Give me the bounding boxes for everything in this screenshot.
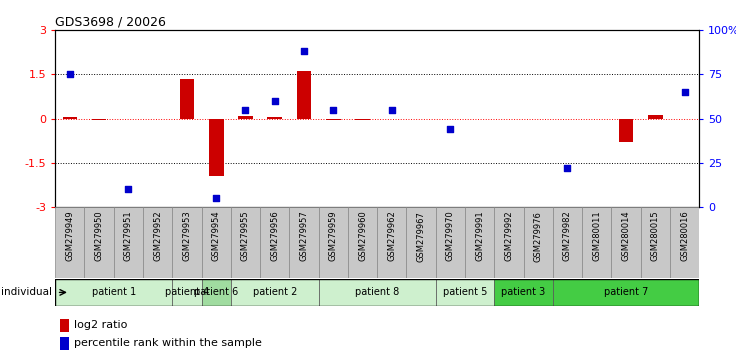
Point	[122, 187, 134, 192]
Bar	[406, 207, 436, 278]
Point	[445, 126, 456, 132]
Text: GSM279982: GSM279982	[563, 211, 572, 261]
Bar	[436, 207, 465, 278]
Point	[679, 89, 690, 95]
Text: percentile rank within the sample: percentile rank within the sample	[74, 338, 261, 348]
Bar	[202, 279, 231, 306]
Bar	[436, 279, 495, 306]
Bar	[172, 279, 202, 306]
Point	[298, 48, 310, 54]
Bar	[209, 119, 224, 176]
Bar	[143, 207, 172, 278]
Text: patient 8: patient 8	[355, 287, 400, 297]
Bar	[495, 279, 553, 306]
Text: GSM279956: GSM279956	[270, 211, 279, 261]
Bar	[348, 207, 377, 278]
Bar	[355, 119, 370, 120]
Text: GSM279992: GSM279992	[504, 211, 514, 261]
Point	[269, 98, 280, 104]
Bar	[63, 117, 77, 119]
Bar	[55, 279, 172, 306]
Bar	[202, 207, 231, 278]
Bar	[92, 119, 107, 120]
Bar	[553, 279, 699, 306]
Bar	[648, 115, 662, 119]
Point	[386, 107, 397, 113]
Bar	[619, 119, 634, 142]
Text: GSM279950: GSM279950	[95, 211, 104, 261]
Text: GSM280011: GSM280011	[592, 211, 601, 261]
Bar	[297, 71, 311, 119]
Text: GSM280016: GSM280016	[680, 211, 689, 261]
Bar	[553, 207, 582, 278]
Bar	[377, 207, 406, 278]
Bar	[670, 207, 699, 278]
Text: log2 ratio: log2 ratio	[74, 320, 127, 330]
Text: GSM279953: GSM279953	[183, 211, 191, 261]
Text: patient 4: patient 4	[165, 287, 209, 297]
Bar	[231, 207, 260, 278]
Bar	[55, 207, 85, 278]
Bar	[326, 119, 341, 120]
Point	[562, 165, 573, 171]
Bar	[523, 207, 553, 278]
Text: GDS3698 / 20026: GDS3698 / 20026	[55, 16, 166, 29]
Bar	[238, 116, 252, 119]
Text: GSM279957: GSM279957	[300, 211, 308, 261]
Text: patient 1: patient 1	[91, 287, 136, 297]
Text: GSM279949: GSM279949	[66, 211, 74, 261]
Bar	[465, 207, 495, 278]
Bar	[60, 319, 69, 332]
Text: patient 6: patient 6	[194, 287, 238, 297]
Bar	[231, 279, 319, 306]
Bar	[582, 207, 612, 278]
Text: GSM279970: GSM279970	[446, 211, 455, 261]
Bar	[612, 207, 640, 278]
Text: GSM279967: GSM279967	[417, 211, 425, 262]
Bar	[640, 207, 670, 278]
Bar	[495, 207, 523, 278]
Text: GSM280015: GSM280015	[651, 211, 659, 261]
Bar	[260, 207, 289, 278]
Text: GSM279960: GSM279960	[358, 211, 367, 261]
Point	[210, 195, 222, 201]
Point	[64, 72, 76, 77]
Text: patient 5: patient 5	[443, 287, 487, 297]
Text: GSM279955: GSM279955	[241, 211, 250, 261]
Bar	[85, 207, 114, 278]
Bar	[60, 337, 69, 350]
Bar	[319, 279, 436, 306]
Text: individual: individual	[1, 287, 52, 297]
Text: GSM279954: GSM279954	[212, 211, 221, 261]
Text: patient 2: patient 2	[252, 287, 297, 297]
Bar	[180, 79, 194, 119]
Point	[328, 107, 339, 113]
Text: GSM279952: GSM279952	[153, 211, 162, 261]
Bar	[114, 207, 143, 278]
Bar	[319, 207, 348, 278]
Bar	[172, 207, 202, 278]
Bar	[267, 117, 282, 119]
Bar	[289, 207, 319, 278]
Text: patient 3: patient 3	[501, 287, 545, 297]
Text: GSM279991: GSM279991	[475, 211, 484, 261]
Text: GSM279962: GSM279962	[387, 211, 397, 261]
Text: GSM279951: GSM279951	[124, 211, 133, 261]
Text: GSM279976: GSM279976	[534, 211, 542, 262]
Text: GSM280014: GSM280014	[621, 211, 631, 261]
Point	[240, 107, 252, 113]
Text: patient 7: patient 7	[604, 287, 648, 297]
Text: GSM279959: GSM279959	[329, 211, 338, 261]
